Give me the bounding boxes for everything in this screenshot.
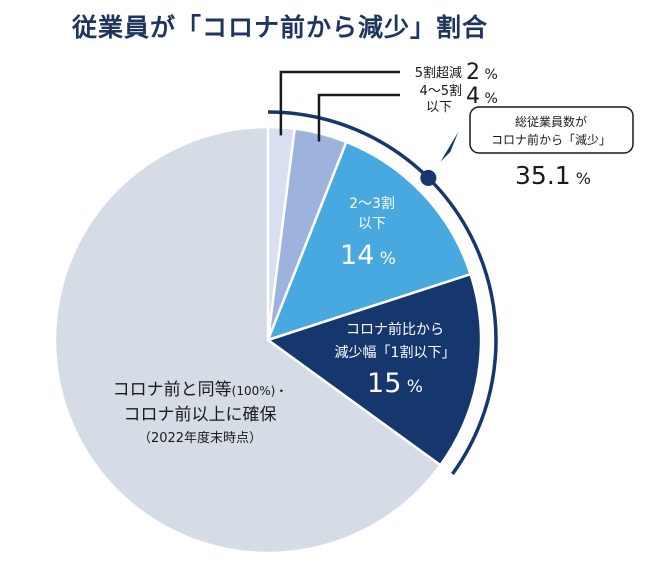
slice-4-label-line2: 減少幅「1割以下」 <box>335 344 456 361</box>
callout-line2: コロナ前から「減少」 <box>491 132 611 147</box>
slice-3-label-line2: 以下 <box>358 216 386 232</box>
leader-line-1 <box>279 70 400 136</box>
slice-4-value: 15 % <box>367 368 423 399</box>
callout-value: 35.1 % <box>515 161 591 190</box>
leader-line-2 <box>317 93 400 142</box>
callout-box <box>469 106 634 154</box>
decreased-arc <box>267 110 498 476</box>
slice-1-value: 2 % <box>466 60 498 85</box>
slice-5-label-line2: コロナ前以上に確保 <box>124 405 277 425</box>
callout-dot <box>420 169 437 186</box>
slice-1-label: 5割超減 <box>415 65 462 81</box>
slice-5-label-line1: コロナ前と同等(100%)・ <box>113 380 288 400</box>
slice-2-label-line1: 4～5割 <box>419 83 462 99</box>
pie-slice-5 <box>53 125 443 555</box>
slice-2-value: 4 % <box>466 84 498 109</box>
slice-4-label-line1: コロナ前比から <box>346 321 444 338</box>
chart-title: 従業員が「コロナ前から減少」割合 <box>72 13 489 42</box>
callout-line1: 総従業員数が <box>515 114 587 129</box>
pie-slices <box>53 125 483 555</box>
slice-3-label-line1: 2～3割 <box>349 195 395 212</box>
slice-3-value: 14 % <box>340 240 396 271</box>
slice-5-label-line3: （2022年度末時点） <box>138 430 262 446</box>
callout-pointer <box>440 131 459 162</box>
decreased-share-arc <box>267 110 498 476</box>
pie-slice-4 <box>265 272 483 467</box>
slice-2-label-line2: 以下 <box>426 100 452 115</box>
